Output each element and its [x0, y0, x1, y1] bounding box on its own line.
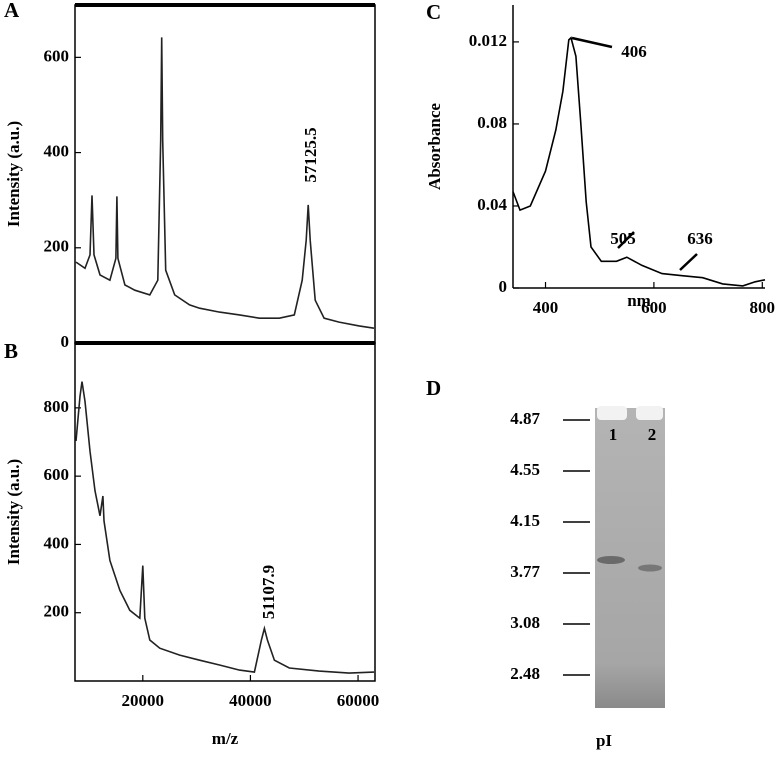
- y-axis-label: Intensity (a.u.): [4, 121, 23, 227]
- annotation-leader: [571, 36, 613, 49]
- marker-label: 4.87: [510, 409, 540, 428]
- marker-label: 3.77: [510, 562, 540, 581]
- y-axis-label: Absorbance: [425, 103, 444, 190]
- y-tick-label: 800: [44, 397, 70, 416]
- axis-label: pI: [596, 731, 612, 750]
- y-tick-label: 0.012: [469, 31, 507, 50]
- y-tick-label: 600: [44, 46, 70, 65]
- annotation: 57125.5: [301, 127, 320, 182]
- y-tick-label: 600: [44, 465, 70, 484]
- gel-panel: D 1 2 pI: [426, 376, 665, 750]
- x-tick-label: 60000: [337, 691, 380, 710]
- marker-label: 2.48: [510, 664, 540, 683]
- gel-well: [636, 406, 663, 420]
- annotation: 51107.9: [259, 565, 278, 619]
- marker-label: 3.08: [510, 613, 540, 632]
- y-tick-label: 200: [44, 237, 70, 256]
- y-tick-label: 0: [61, 332, 70, 351]
- x-tick-label: 40000: [229, 691, 272, 710]
- x-axis-label: nm: [627, 291, 651, 310]
- marker-label: 4.55: [510, 460, 540, 479]
- gel-well: [597, 406, 627, 420]
- lane-label: 1: [609, 425, 618, 444]
- y-tick-label: 0: [499, 277, 508, 296]
- spectrum-line: [75, 37, 375, 329]
- y-tick-label: 200: [44, 602, 70, 621]
- x-tick-label: 20000: [122, 691, 165, 710]
- gel-band: [638, 564, 662, 572]
- x-tick-label: 400: [533, 298, 559, 317]
- panel-label: D: [426, 376, 441, 400]
- marker-label: 4.15: [510, 511, 540, 530]
- x-tick-label: 800: [750, 298, 776, 317]
- annotation-leader: [679, 253, 698, 271]
- x-axis-label: m/z: [212, 729, 239, 748]
- annotation: 505: [610, 229, 636, 248]
- gel-band: [597, 556, 625, 564]
- annotation-leader: [617, 231, 635, 249]
- y-tick-label: 400: [44, 141, 70, 160]
- y-tick-label: 0.04: [477, 195, 507, 214]
- panel-label: B: [4, 339, 18, 363]
- panel-label: C: [426, 0, 441, 24]
- plot-frame: [74, 4, 376, 344]
- spectrum-line: [75, 381, 375, 674]
- panel-label: A: [4, 0, 20, 22]
- plot-frame: [74, 342, 376, 682]
- spectrum-line: [512, 36, 766, 287]
- x-tick-label: 600: [641, 298, 667, 317]
- annotation: 636: [687, 229, 713, 248]
- y-axis-label: Intensity (a.u.): [4, 459, 23, 565]
- y-tick-label: 400: [44, 533, 70, 552]
- annotation: 406: [621, 42, 647, 61]
- lane-label: 2: [648, 425, 657, 444]
- y-tick-label: 0.08: [477, 113, 507, 132]
